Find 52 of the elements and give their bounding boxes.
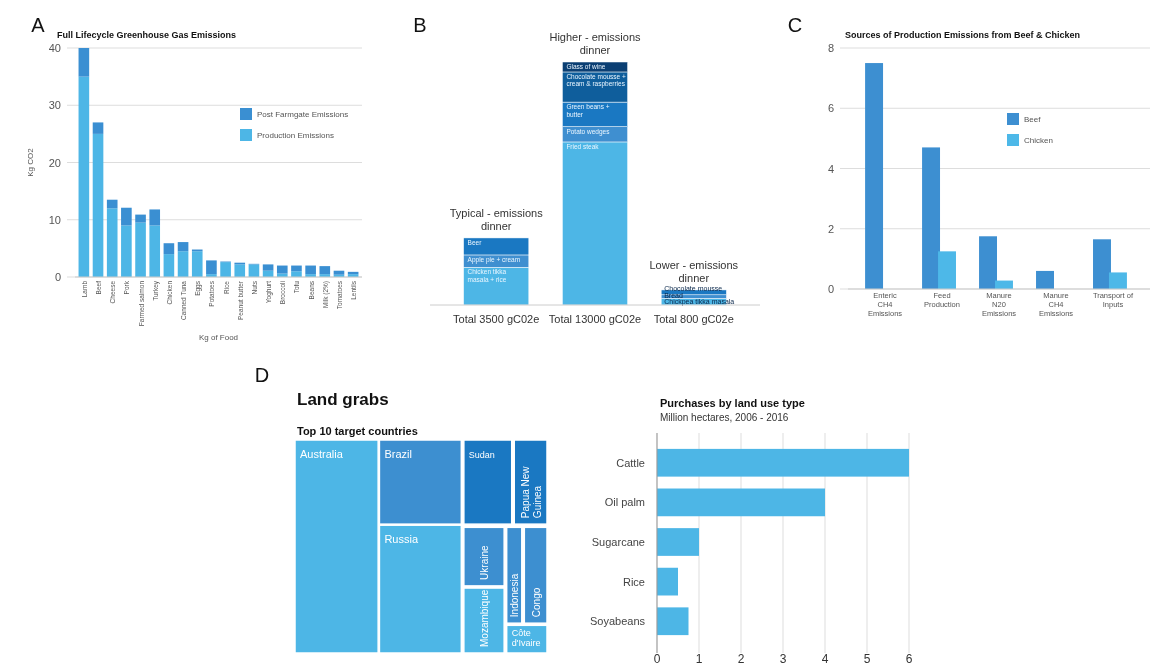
- category-label: Côte d'Ivaire: [511, 628, 541, 649]
- chart-title: Full Lifecycle Greenhouse Gas Emissions: [57, 30, 237, 40]
- legend-label: Post Farmgate Emissions: [257, 110, 349, 119]
- x-tick-label: 5: [863, 652, 871, 666]
- text: B: [413, 14, 427, 36]
- y-tick-label: Sugarcane: [591, 536, 645, 548]
- annotation: Typical - emissions dinner: [449, 206, 544, 232]
- y-tick-label: 4: [827, 162, 834, 175]
- text: Land grabs: [297, 390, 389, 409]
- y-tick-label: 20: [48, 156, 61, 169]
- category-label: Mozambique: [479, 589, 490, 647]
- x-tick-label: Total 3500 gC02e: [453, 313, 540, 325]
- x-tick-label: 1: [695, 652, 703, 666]
- x-tick-label: 6: [905, 652, 913, 666]
- text: C: [787, 14, 803, 36]
- category-label: Congo: [530, 587, 542, 618]
- category-label: Indonesia: [509, 573, 521, 618]
- category-label: Russia: [384, 533, 419, 546]
- text: Top 10 target countries: [297, 425, 418, 437]
- y-tick-label: Cattle: [616, 456, 645, 469]
- x-tick-label: 3: [779, 652, 787, 666]
- x-axis-title: Kg of Food: [198, 333, 239, 342]
- y-tick-label: 0: [54, 271, 61, 283]
- legend-label: Production Emissions: [257, 131, 334, 140]
- category-label: Australia: [300, 448, 344, 460]
- annotation: Higher - emissions dinner: [549, 31, 642, 56]
- category-label: Brazil: [384, 448, 412, 460]
- legend-label: Beef: [1024, 115, 1042, 124]
- x-tick-label: Total 800 gC02e: [653, 313, 734, 325]
- text: A: [31, 14, 46, 36]
- category-label: Papua New Guinea: [519, 465, 543, 519]
- y-tick-label: 10: [48, 213, 61, 226]
- legend-label: Chicken: [1024, 136, 1053, 145]
- y-tick-label: 8: [827, 42, 834, 54]
- category-label: Sudan: [468, 450, 495, 460]
- annotation: Lower - emissions dinner: [649, 258, 739, 284]
- y-tick-label: Soyabeans: [589, 615, 646, 628]
- y-axis-title: Kg CO2: [26, 147, 35, 177]
- chart-subtitle: Million hectares, 2006 - 2016: [660, 412, 789, 423]
- chart-title: Sources of Production Emissions from Beef & Chicken: [845, 30, 1081, 40]
- y-tick-label: Oil palm: [604, 496, 645, 509]
- text: D: [254, 364, 270, 386]
- x-tick-label: 2: [737, 652, 745, 666]
- chart-title: Purchases by land use type: [660, 397, 805, 409]
- category-label: Ukraine: [479, 545, 490, 580]
- y-tick-label: 30: [48, 99, 61, 112]
- y-tick-label: Rice: [622, 575, 645, 588]
- y-tick-label: 2: [827, 222, 834, 235]
- x-tick-label: 0: [653, 652, 661, 666]
- y-tick-label: 6: [827, 102, 834, 115]
- x-tick-label: Total 13000 gC02e: [548, 313, 642, 325]
- y-tick-label: 40: [48, 42, 61, 54]
